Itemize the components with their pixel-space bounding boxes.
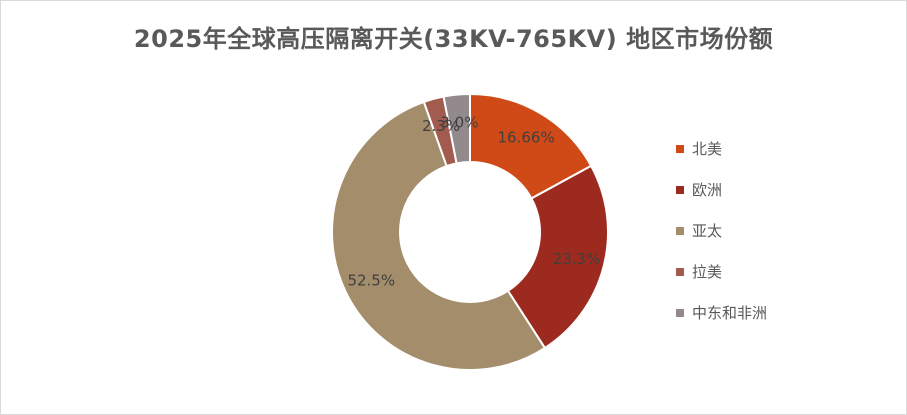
legend-label: 拉美 <box>692 263 723 281</box>
data-label-3: 52.5% <box>347 272 395 290</box>
legend-item: 中东和非洲 <box>676 302 767 323</box>
legend-swatch <box>676 226 684 235</box>
legend-swatch <box>676 144 684 153</box>
legend-swatch <box>676 267 684 276</box>
legend-swatch <box>676 308 684 317</box>
legend-label: 亚太 <box>692 222 723 240</box>
legend: 北美欧洲亚太拉美中东和非洲 <box>676 138 767 343</box>
legend-item: 拉美 <box>676 261 767 282</box>
legend-swatch <box>676 185 684 194</box>
chart-title: 2025年全球高压隔离开关(33KV-765KV) 地区市场份额 <box>133 25 774 53</box>
slice-5 <box>442 92 471 165</box>
data-label-4: 2.3% <box>422 117 460 135</box>
legend-item: 亚太 <box>676 220 767 241</box>
data-label-2: 23.3% <box>553 250 601 268</box>
slice-3 <box>331 100 547 371</box>
legend-item: 欧洲 <box>676 179 767 200</box>
data-label-5: 3.0% <box>440 114 478 132</box>
slice-2 <box>506 164 609 350</box>
legend-label: 欧洲 <box>692 181 723 199</box>
data-label-1: 16.66% <box>498 128 555 146</box>
legend-label: 中东和非洲 <box>692 304 768 322</box>
legend-item: 北美 <box>676 138 767 159</box>
legend-label: 北美 <box>692 140 723 158</box>
slice-1 <box>469 92 593 200</box>
